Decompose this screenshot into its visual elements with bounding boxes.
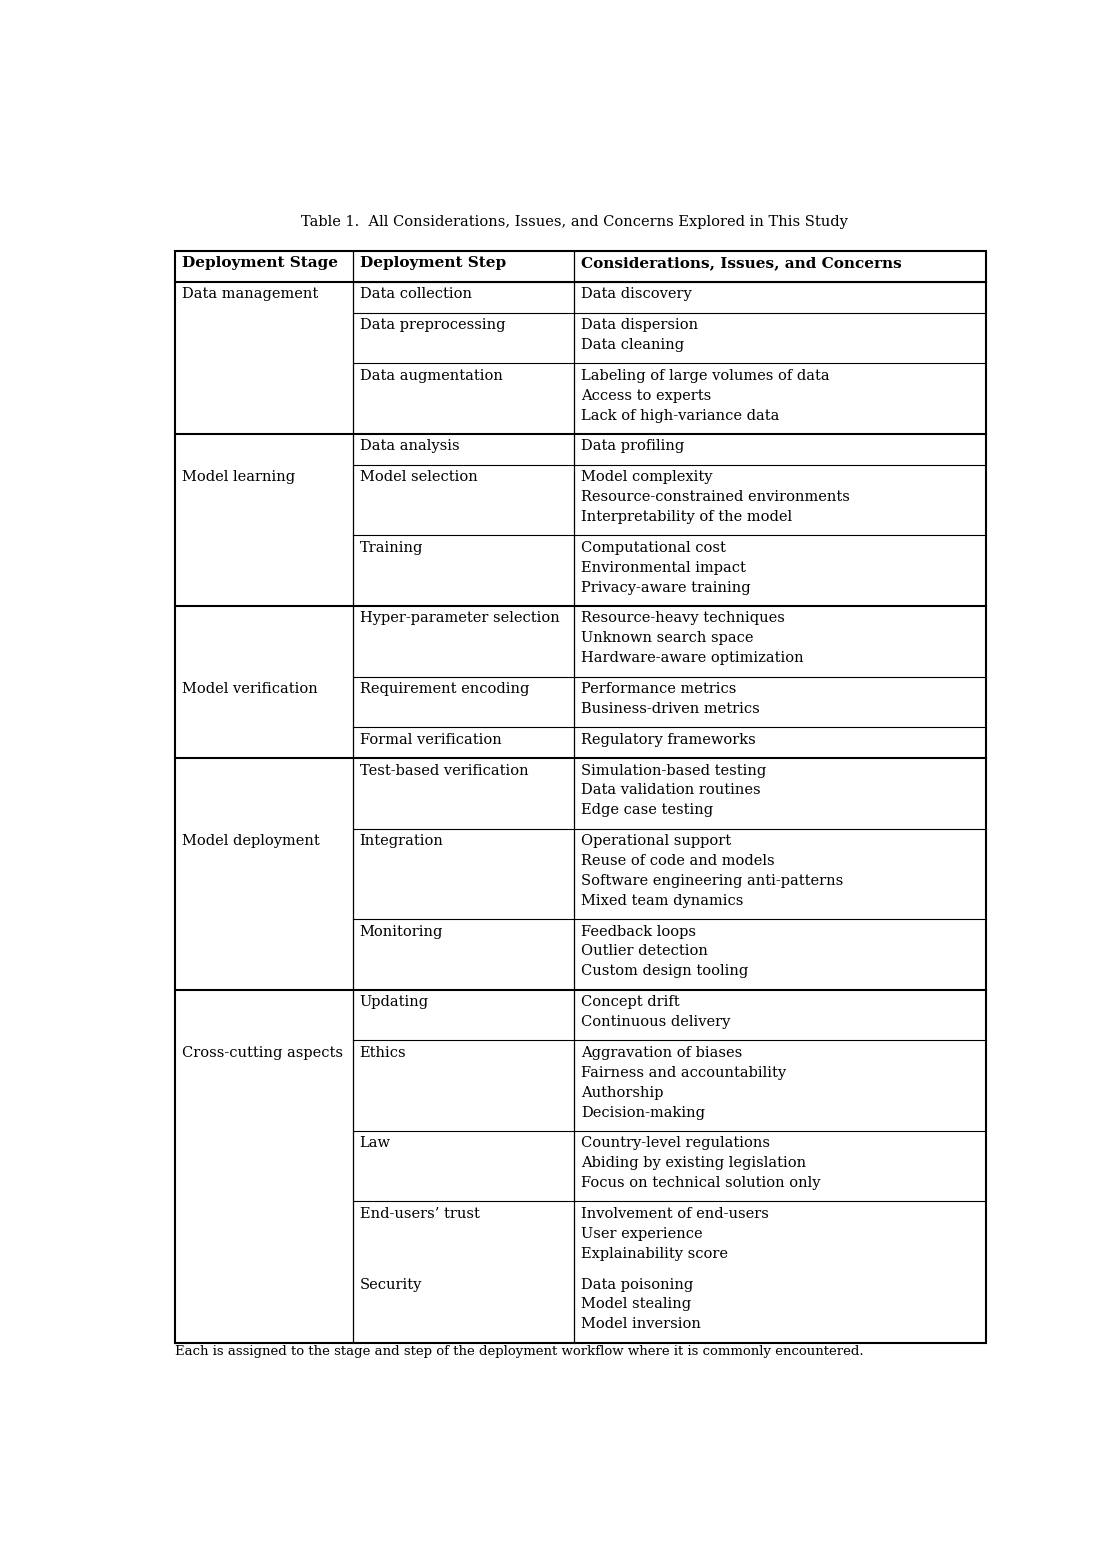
Text: Requirement encoding: Requirement encoding [360,682,529,696]
Text: Involvement of end-users: Involvement of end-users [581,1207,768,1221]
Text: Model deployment: Model deployment [181,835,319,849]
Text: Abiding by existing legislation: Abiding by existing legislation [581,1156,806,1170]
Text: Performance metrics: Performance metrics [581,682,736,696]
Text: Software engineering anti-patterns: Software engineering anti-patterns [581,873,843,887]
Text: Data analysis: Data analysis [360,439,459,453]
Text: Model learning: Model learning [181,470,295,484]
Text: Environmental impact: Environmental impact [581,561,746,575]
Text: Resource-heavy techniques: Resource-heavy techniques [581,611,785,626]
Text: Model complexity: Model complexity [581,470,712,484]
Text: Explainability score: Explainability score [581,1246,728,1260]
Text: Model inversion: Model inversion [581,1317,701,1331]
Text: Lack of high-variance data: Lack of high-variance data [581,408,780,422]
Text: Continuous delivery: Continuous delivery [581,1016,730,1030]
Text: Custom design tooling: Custom design tooling [581,965,748,979]
Text: Resource-constrained environments: Resource-constrained environments [581,490,850,504]
Text: Simulation-based testing: Simulation-based testing [581,764,766,778]
Text: Edge case testing: Edge case testing [581,804,713,818]
Text: Model verification: Model verification [181,682,317,696]
Text: Formal verification: Formal verification [360,733,502,747]
Text: Cross-cutting aspects: Cross-cutting aspects [181,1047,343,1061]
Text: Hardware-aware optimization: Hardware-aware optimization [581,651,803,665]
Text: Feedback loops: Feedback loops [581,925,696,938]
Text: Computational cost: Computational cost [581,541,726,555]
Text: Country-level regulations: Country-level regulations [581,1136,769,1150]
Text: Decision-making: Decision-making [581,1105,704,1119]
Text: Test-based verification: Test-based verification [360,764,529,778]
Text: Law: Law [360,1136,391,1150]
Text: Unknown search space: Unknown search space [581,631,754,645]
Text: Reuse of code and models: Reuse of code and models [581,853,775,867]
Text: Labeling of large volumes of data: Labeling of large volumes of data [581,369,830,383]
Text: Data dispersion: Data dispersion [581,318,698,332]
Text: Data management: Data management [181,288,318,301]
Text: Regulatory frameworks: Regulatory frameworks [581,733,756,747]
Text: Monitoring: Monitoring [360,925,444,938]
Text: Training: Training [360,541,423,555]
Text: Ethics: Ethics [360,1047,407,1061]
Text: Mixed team dynamics: Mixed team dynamics [581,894,744,908]
Text: Hyper-parameter selection: Hyper-parameter selection [360,611,559,626]
Text: Deployment Step: Deployment Step [360,257,506,271]
Text: Focus on technical solution only: Focus on technical solution only [581,1177,821,1190]
Text: Operational support: Operational support [581,835,731,849]
Text: Outlier detection: Outlier detection [581,945,708,959]
Text: Interpretability of the model: Interpretability of the model [581,510,792,524]
Text: Deployment Stage: Deployment Stage [181,257,337,271]
Text: Data augmentation: Data augmentation [360,369,503,383]
Text: Business-driven metrics: Business-driven metrics [581,702,759,716]
Text: Security: Security [360,1277,422,1291]
Text: Data profiling: Data profiling [581,439,684,453]
Text: Data poisoning: Data poisoning [581,1277,693,1291]
Text: Data cleaning: Data cleaning [581,339,684,352]
Text: Fairness and accountability: Fairness and accountability [581,1065,786,1079]
Text: Access to experts: Access to experts [581,388,711,402]
Text: Aggravation of biases: Aggravation of biases [581,1047,743,1061]
Text: Data preprocessing: Data preprocessing [360,318,505,332]
Text: Considerations, Issues, and Concerns: Considerations, Issues, and Concerns [581,257,902,271]
Text: End-users’ trust: End-users’ trust [360,1207,479,1221]
Text: Updating: Updating [360,996,429,1010]
Text: Data validation routines: Data validation routines [581,784,760,798]
Text: Model selection: Model selection [360,470,477,484]
Text: Authorship: Authorship [581,1085,663,1099]
Text: Each is assigned to the stage and step of the deployment workflow where it is co: Each is assigned to the stage and step o… [175,1345,864,1357]
Text: Data collection: Data collection [360,288,472,301]
Text: User experience: User experience [581,1228,702,1241]
Text: Table 1.  All Considerations, Issues, and Concerns Explored in This Study: Table 1. All Considerations, Issues, and… [300,215,848,229]
Text: Model stealing: Model stealing [581,1297,691,1311]
Text: Concept drift: Concept drift [581,996,680,1010]
Text: Integration: Integration [360,835,444,849]
Text: Data discovery: Data discovery [581,288,692,301]
Text: Privacy-aware training: Privacy-aware training [581,581,750,595]
